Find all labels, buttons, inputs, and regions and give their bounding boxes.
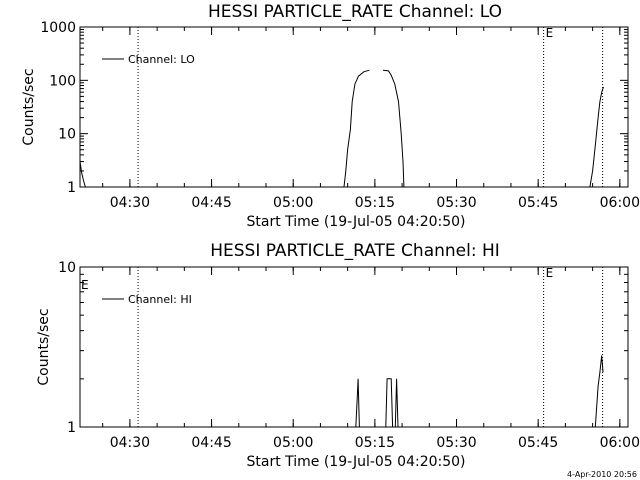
series-line [589,86,604,188]
y-axis-label: Counts/sec [36,308,52,385]
x-tick-label: 04:45 [191,195,231,211]
series-line [343,69,370,188]
y-tick-label: 1 [67,180,76,196]
event-marker-label: E [546,26,554,40]
x-axis-label: Start Time (19-Jul-05 04:20:50) [246,454,465,470]
x-tick-label: 05:30 [436,435,476,451]
y-tick-label: 1 [67,420,76,436]
plot-area: 04:30 04:45 05:00 05:15 05:30 05:45 06:00 1 10 E E… [58,260,640,451]
plot-frame [79,26,629,188]
event-marker-label: E [81,278,89,292]
x-tick-label: 05:00 [273,195,313,211]
x-tick-label: 04:30 [110,435,150,451]
x-tick-label: 06:00 [600,435,640,451]
chart-title: HESSI PARTICLE_RATE Channel: LO [208,2,502,22]
y-tick-label: 1000 [40,20,76,36]
y-axis-label: Counts/sec [21,68,37,145]
series-line [355,378,360,428]
x-tick-label: 04:30 [110,195,150,211]
series-line [385,378,399,428]
x-tick-label: 05:45 [518,435,558,451]
x-tick-label: 04:45 [191,435,231,451]
y-tick-label: 10 [58,127,76,143]
panel-hi: HESSI PARTICLE_RATE Channel: HI Start Ti… [36,241,640,470]
y-tick-label: 10 [58,260,76,276]
x-tick-label: 05:15 [355,195,395,211]
x-tick-label: 06:00 [600,195,640,211]
series-line [79,161,86,188]
x-tick-label: 05:45 [518,195,558,211]
plot-area: 04:30 04:45 05:00 05:15 05:30 05:45 06:00 1 10 10… [40,20,640,211]
x-tick-label: 05:00 [273,435,313,451]
event-marker-label: E [546,266,554,280]
x-axis-label: Start Time (19-Jul-05 04:20:50) [246,214,465,230]
series-line [382,69,405,188]
chart-title: HESSI PARTICLE_RATE Channel: HI [210,241,500,261]
series-line [594,355,604,428]
x-tick-label: 05:15 [355,435,395,451]
panel-lo: HESSI PARTICLE_RATE Channel: LO Start Ti… [21,2,640,230]
legend-label: Channel: HI [128,293,192,306]
x-tick-label: 05:30 [436,195,476,211]
legend-label: Channel: LO [128,53,195,66]
y-tick-label: 100 [49,73,76,89]
plot-frame [79,266,629,428]
timestamp: 4-Apr-2010 20:56 [567,470,637,479]
